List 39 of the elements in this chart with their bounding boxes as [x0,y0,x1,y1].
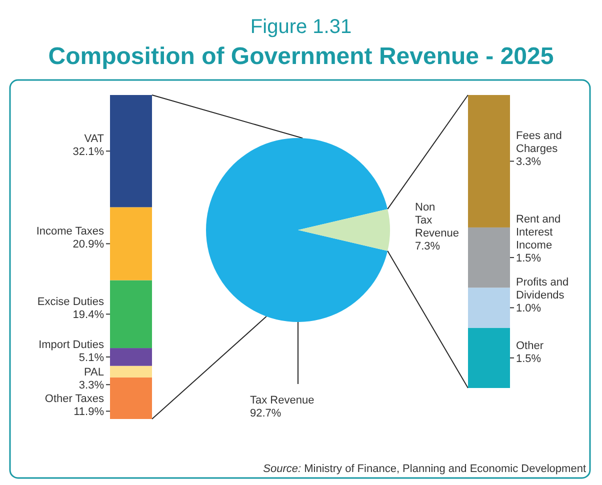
pie-slice [298,209,390,251]
series-label: PAL [84,366,104,379]
series-label: Income Taxes [36,226,104,238]
data-label: 7.3% [415,240,440,252]
series-label: Rent and Interest Income [516,214,561,252]
bar [468,227,510,288]
data-label: 5.1% [78,352,104,364]
series-label: Other Taxes [44,393,104,406]
slice-label: Tax Revenue [250,394,314,406]
chart-subtitle: Composition of Government Revenue - 2025 [48,43,554,70]
bar [110,280,152,348]
bar [468,288,510,328]
data-label: 92.7% [250,408,282,420]
data-label: 19.4% [72,309,104,322]
series-label: Import Duties [38,338,104,351]
series-label: Fees and Charges [516,130,562,156]
data-label: 1.0% [516,302,542,315]
bar [110,207,152,280]
bar [468,328,510,388]
source-note: Source: Ministry of Finance, Planning and Economic Development [263,463,586,475]
series-label: Profits and Dividends [516,276,569,302]
data-label: 3.3% [516,156,542,168]
data-label: 1.5% [516,252,542,265]
data-label: 32.1% [72,146,104,158]
series-label: VAT [84,133,104,146]
bar [110,377,152,419]
data-label: 11.9% [74,406,104,418]
series-label: Excise Duties [37,296,104,308]
chart-title: Figure 1.31 [250,16,352,38]
pie-slice [206,138,388,322]
data-label: 1.5% [516,352,542,365]
series-label: Other [516,340,544,352]
slice-label: Non Tax Revenue [415,202,460,240]
bar [110,95,152,208]
bar [110,348,152,366]
data-label: 20.9% [72,238,104,251]
bar [110,366,152,378]
bar [468,95,510,228]
data-label: 3.3% [78,380,104,392]
